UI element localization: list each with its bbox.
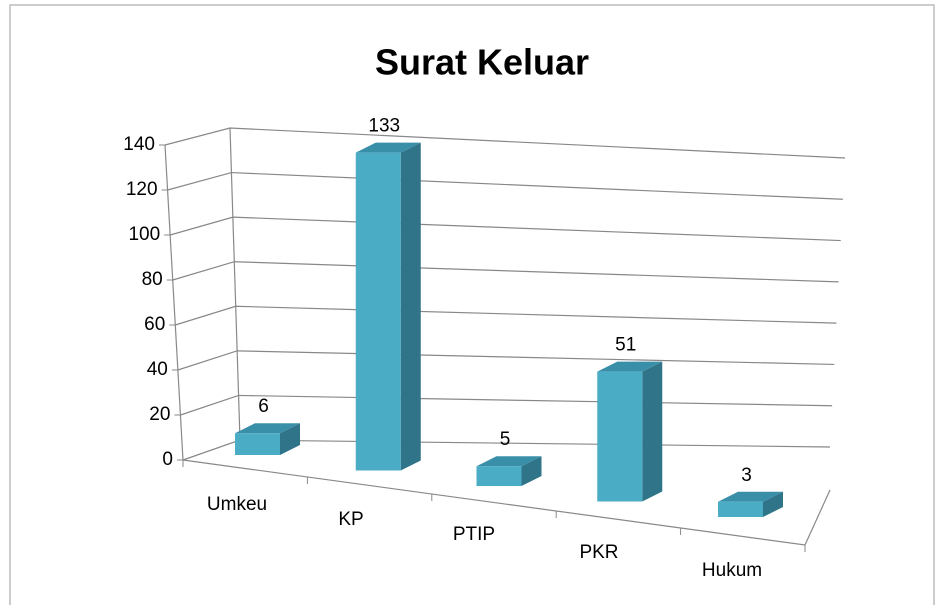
bar [235, 423, 300, 455]
y-tick-label: 20 [149, 404, 170, 425]
bar-side [521, 456, 542, 486]
bar-side [642, 361, 663, 502]
grid-line [172, 261, 839, 283]
value-label: 6 [258, 396, 269, 417]
bar-top [355, 142, 421, 153]
y-tick-label: 40 [147, 359, 168, 380]
y-tick-label: 0 [162, 449, 173, 470]
x-tick-label: Hukum [702, 560, 762, 581]
wall-corner [229, 127, 241, 441]
x-tick-label: Umkeu [207, 494, 267, 515]
y-tick-label: 80 [142, 269, 163, 290]
bar [355, 142, 421, 471]
grid-line [177, 350, 835, 371]
grid-line [164, 127, 846, 159]
bar-side [763, 491, 783, 517]
bar-side [400, 142, 421, 471]
wall-edge [164, 144, 184, 461]
bar-front [476, 466, 522, 486]
chart-title: Surat Keluar [375, 42, 589, 83]
x-tick-label: PKR [579, 542, 618, 563]
y-tick-label: 100 [128, 224, 160, 245]
bar [597, 361, 663, 502]
value-label: 51 [615, 335, 636, 356]
bar-top [718, 491, 783, 502]
chart-frame [9, 4, 935, 605]
y-tick-label: 60 [144, 314, 165, 335]
bar-top [476, 456, 542, 467]
bar-front [355, 152, 401, 471]
value-label: 5 [500, 429, 511, 450]
bar-side [280, 423, 300, 455]
value-label: 133 [368, 116, 400, 137]
bar-top [597, 361, 663, 372]
bar [718, 491, 783, 517]
y-tick-label: 140 [123, 134, 155, 155]
x-tick-label: PTIP [453, 524, 495, 545]
bar-top [235, 423, 300, 434]
bar-front [235, 433, 280, 455]
bar-front [718, 501, 763, 517]
bar [476, 456, 542, 486]
grid-line [167, 171, 843, 200]
y-tick-label: 120 [126, 179, 158, 200]
x-tick-label: KP [338, 509, 363, 530]
value-label: 3 [741, 465, 752, 486]
grid-line [175, 305, 837, 326]
bar-front [597, 371, 643, 502]
grid-line [169, 216, 841, 242]
